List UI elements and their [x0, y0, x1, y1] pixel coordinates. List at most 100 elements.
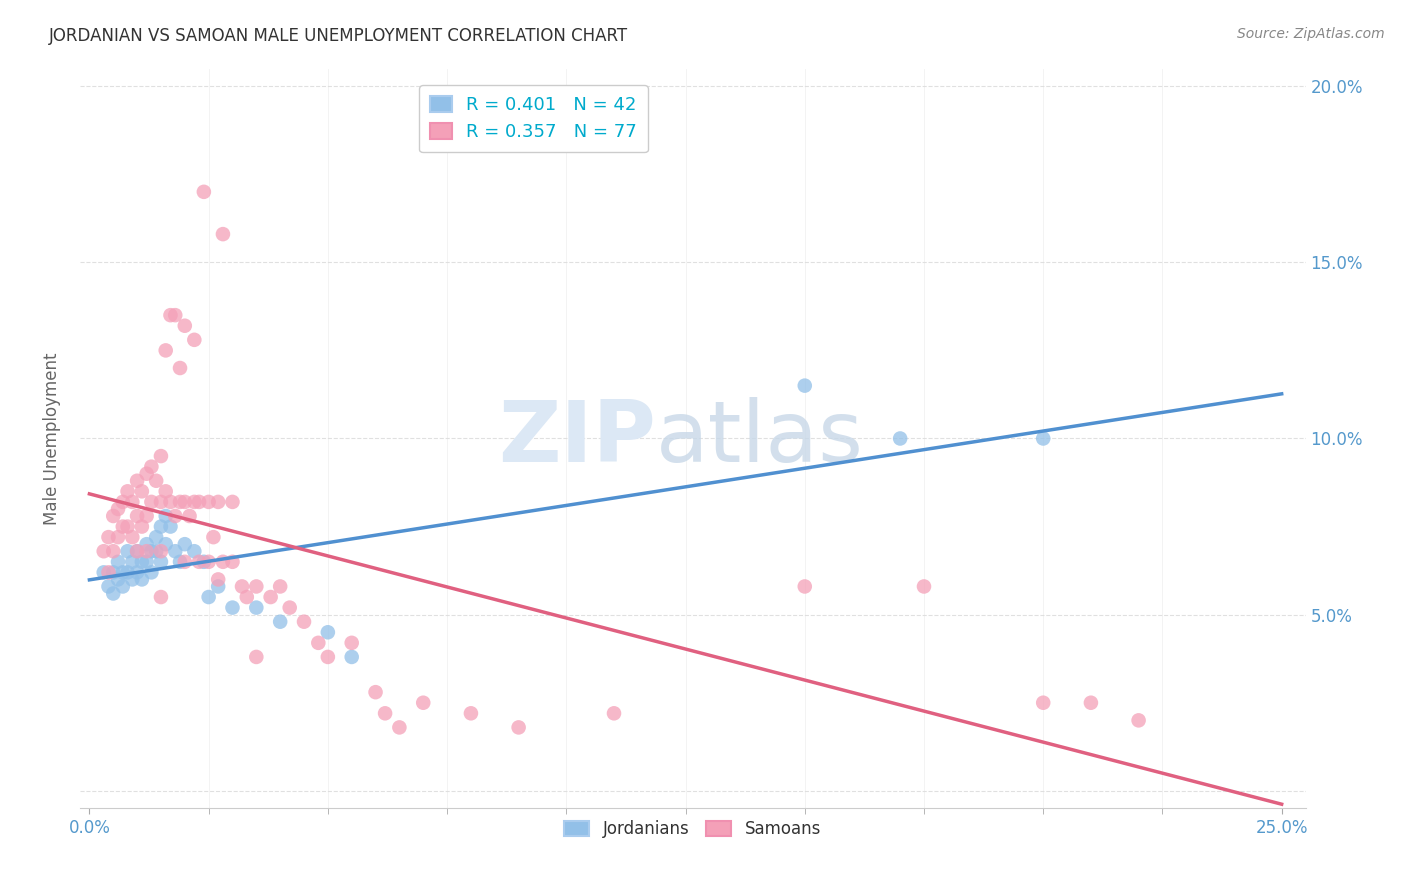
Point	[221, 600, 243, 615]
Point	[149, 495, 172, 509]
Point	[141, 459, 163, 474]
Point	[245, 600, 267, 615]
Point	[207, 495, 229, 509]
Legend: Jordanians, Samoans: Jordanians, Samoans	[558, 814, 828, 845]
Point	[117, 544, 139, 558]
Point	[269, 579, 291, 593]
Point	[107, 555, 129, 569]
Point	[121, 530, 143, 544]
Point	[117, 519, 139, 533]
Text: JORDANIAN VS SAMOAN MALE UNEMPLOYMENT CORRELATION CHART: JORDANIAN VS SAMOAN MALE UNEMPLOYMENT CO…	[49, 27, 628, 45]
Point	[245, 579, 267, 593]
Point	[93, 566, 115, 580]
Point	[155, 508, 177, 523]
Point	[165, 544, 187, 558]
Point	[316, 625, 339, 640]
Point	[245, 649, 267, 664]
Point	[173, 495, 195, 509]
Point	[135, 508, 157, 523]
Point	[169, 361, 191, 376]
Point	[97, 530, 120, 544]
Point	[131, 484, 153, 499]
Point	[135, 555, 157, 569]
Point	[292, 615, 315, 629]
Point	[145, 544, 167, 558]
Point	[340, 636, 363, 650]
Point	[97, 566, 120, 580]
Point	[193, 555, 215, 569]
Point	[197, 590, 219, 604]
Point	[173, 537, 195, 551]
Point	[117, 566, 139, 580]
Point	[127, 508, 149, 523]
Point	[169, 495, 191, 509]
Point	[183, 333, 205, 347]
Point	[127, 474, 149, 488]
Point	[316, 649, 339, 664]
Point	[412, 696, 434, 710]
Point	[173, 318, 195, 333]
Point	[103, 566, 125, 580]
Point	[141, 566, 163, 580]
Point	[460, 706, 482, 721]
Point	[97, 579, 120, 593]
Point	[131, 573, 153, 587]
Point	[165, 308, 187, 322]
Point	[179, 508, 201, 523]
Point	[259, 590, 281, 604]
Point	[212, 227, 235, 241]
Point	[149, 590, 172, 604]
Point	[107, 502, 129, 516]
Point	[278, 600, 301, 615]
Point	[165, 508, 187, 523]
Point	[221, 555, 243, 569]
Point	[117, 484, 139, 499]
Point	[155, 484, 177, 499]
Point	[145, 530, 167, 544]
Point	[193, 185, 215, 199]
Point	[340, 649, 363, 664]
Point	[127, 544, 149, 558]
Point	[889, 432, 911, 446]
Text: atlas: atlas	[657, 397, 863, 480]
Point	[188, 495, 211, 509]
Point	[131, 555, 153, 569]
Point	[793, 378, 815, 392]
Point	[912, 579, 935, 593]
Point	[1128, 714, 1150, 728]
Point	[141, 495, 163, 509]
Point	[121, 573, 143, 587]
Point	[173, 555, 195, 569]
Point	[121, 495, 143, 509]
Point	[111, 519, 134, 533]
Point	[231, 579, 253, 593]
Point	[212, 555, 235, 569]
Y-axis label: Male Unemployment: Male Unemployment	[44, 352, 60, 524]
Point	[107, 573, 129, 587]
Point	[207, 573, 229, 587]
Point	[603, 706, 626, 721]
Point	[145, 474, 167, 488]
Point	[155, 537, 177, 551]
Point	[159, 495, 181, 509]
Point	[197, 495, 219, 509]
Point	[135, 467, 157, 481]
Point	[169, 555, 191, 569]
Point	[127, 566, 149, 580]
Point	[202, 530, 225, 544]
Point	[188, 555, 211, 569]
Point	[269, 615, 291, 629]
Point	[131, 519, 153, 533]
Point	[111, 566, 134, 580]
Text: ZIP: ZIP	[498, 397, 657, 480]
Point	[111, 579, 134, 593]
Point	[111, 495, 134, 509]
Point	[159, 519, 181, 533]
Point	[236, 590, 259, 604]
Point	[159, 308, 181, 322]
Point	[388, 720, 411, 734]
Point	[149, 519, 172, 533]
Point	[135, 537, 157, 551]
Point	[1032, 432, 1054, 446]
Point	[307, 636, 329, 650]
